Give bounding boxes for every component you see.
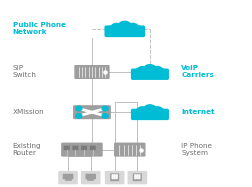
Circle shape bbox=[112, 175, 113, 176]
Circle shape bbox=[133, 109, 141, 116]
Circle shape bbox=[137, 178, 138, 179]
Text: Existing
Router: Existing Router bbox=[13, 143, 41, 156]
Text: VoIP
Carriers: VoIP Carriers bbox=[181, 65, 214, 79]
Circle shape bbox=[159, 69, 167, 75]
FancyBboxPatch shape bbox=[74, 65, 110, 79]
Circle shape bbox=[137, 107, 148, 115]
FancyBboxPatch shape bbox=[81, 146, 87, 150]
Circle shape bbox=[102, 106, 108, 111]
Circle shape bbox=[135, 178, 136, 179]
FancyBboxPatch shape bbox=[114, 142, 146, 157]
Circle shape bbox=[127, 23, 139, 32]
Text: XMission: XMission bbox=[13, 109, 44, 115]
Circle shape bbox=[139, 176, 140, 177]
Circle shape bbox=[137, 67, 148, 75]
FancyBboxPatch shape bbox=[73, 105, 111, 119]
FancyBboxPatch shape bbox=[85, 174, 96, 179]
Circle shape bbox=[116, 176, 117, 177]
Circle shape bbox=[114, 175, 115, 176]
Circle shape bbox=[116, 175, 117, 176]
FancyBboxPatch shape bbox=[104, 25, 145, 37]
Circle shape bbox=[137, 176, 138, 177]
Circle shape bbox=[76, 106, 82, 111]
FancyBboxPatch shape bbox=[72, 146, 78, 150]
Circle shape bbox=[112, 178, 113, 179]
Circle shape bbox=[76, 114, 82, 118]
FancyBboxPatch shape bbox=[61, 142, 103, 157]
Circle shape bbox=[135, 175, 136, 176]
FancyBboxPatch shape bbox=[128, 171, 147, 184]
Circle shape bbox=[139, 175, 140, 176]
FancyBboxPatch shape bbox=[90, 146, 96, 150]
Text: Public Phone
Network: Public Phone Network bbox=[13, 22, 66, 36]
Circle shape bbox=[118, 21, 131, 31]
FancyBboxPatch shape bbox=[63, 174, 73, 179]
FancyBboxPatch shape bbox=[64, 146, 70, 150]
Circle shape bbox=[133, 69, 141, 75]
Circle shape bbox=[152, 107, 163, 115]
Text: Internet: Internet bbox=[181, 109, 215, 115]
FancyBboxPatch shape bbox=[58, 171, 78, 184]
Circle shape bbox=[152, 67, 163, 75]
FancyBboxPatch shape bbox=[81, 171, 101, 184]
Circle shape bbox=[144, 65, 156, 74]
Circle shape bbox=[102, 114, 108, 118]
FancyBboxPatch shape bbox=[133, 173, 142, 181]
Circle shape bbox=[134, 26, 143, 33]
Circle shape bbox=[139, 178, 140, 179]
Circle shape bbox=[159, 109, 167, 116]
Circle shape bbox=[135, 176, 136, 177]
Circle shape bbox=[144, 105, 156, 114]
FancyBboxPatch shape bbox=[131, 109, 169, 120]
FancyBboxPatch shape bbox=[131, 68, 169, 80]
Circle shape bbox=[114, 176, 115, 177]
Circle shape bbox=[112, 176, 113, 177]
Circle shape bbox=[114, 178, 115, 179]
Text: SIP
Switch: SIP Switch bbox=[13, 65, 37, 79]
Text: IP Phone
System: IP Phone System bbox=[181, 143, 212, 156]
Circle shape bbox=[107, 26, 115, 33]
Circle shape bbox=[116, 178, 117, 179]
FancyBboxPatch shape bbox=[110, 173, 119, 181]
Circle shape bbox=[111, 23, 122, 32]
Circle shape bbox=[137, 175, 138, 176]
FancyBboxPatch shape bbox=[105, 171, 124, 184]
